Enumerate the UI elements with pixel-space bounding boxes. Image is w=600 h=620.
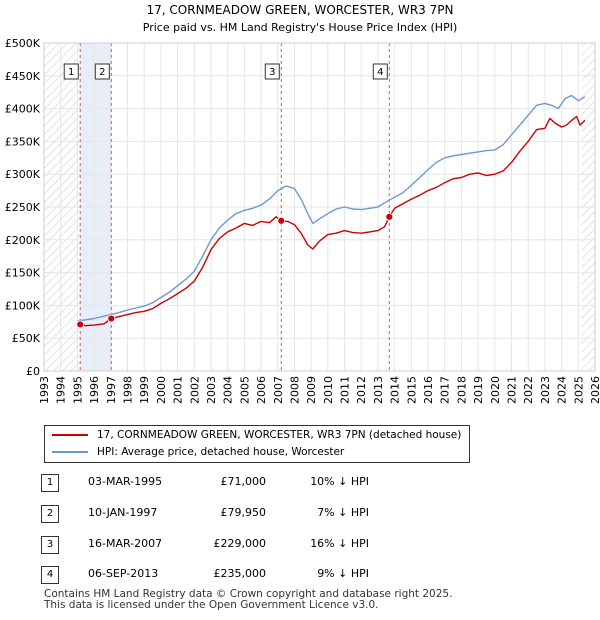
hpi-series-line [77, 94, 586, 322]
x-tick-label: 1999 [138, 376, 151, 404]
property-series-line [80, 115, 586, 327]
y-tick-label: £350K [5, 135, 41, 148]
x-tick-label: 2024 [556, 376, 569, 404]
x-tick-label: 2018 [455, 376, 468, 404]
x-tick-label: 2004 [222, 376, 235, 404]
sale-price: £79,950 [220, 506, 267, 519]
legend-swatch-property [52, 434, 88, 436]
legend-label-property: 17, CORNMEADOW GREEN, WORCESTER, WR3 7PN… [97, 429, 462, 441]
sale-point [107, 314, 116, 323]
y-tick-label: £300K [5, 168, 41, 181]
x-tick-label: 2009 [305, 376, 318, 404]
chart-title: 17, CORNMEADOW GREEN, WORCESTER, WR3 7PN [147, 3, 454, 17]
footer-copyright: Contains HM Land Registry data © Crown c… [44, 588, 453, 600]
x-tick-label: 1996 [88, 376, 101, 404]
sale-date: 10-JAN-1997 [88, 506, 158, 519]
sale-number-badge: 1 [41, 474, 59, 492]
y-tick-label: £200K [5, 234, 41, 247]
y-tick-label: £100K [5, 299, 41, 312]
x-tick-label: 1997 [105, 376, 118, 404]
x-tick-label: 2015 [405, 376, 418, 404]
x-tick-label: 1995 [71, 376, 84, 404]
x-tick-label: 2001 [172, 376, 185, 404]
sale-point [385, 212, 394, 221]
sale-price: £71,000 [220, 475, 267, 488]
x-tick-label: 2020 [489, 376, 502, 404]
sale-label-box [264, 63, 280, 80]
plot-frame [43, 42, 596, 372]
x-tick-label: 2025 [572, 376, 585, 404]
x-tick-label: 1998 [121, 376, 134, 404]
x-tick-label: 2011 [339, 376, 352, 404]
x-tick-label: 2000 [155, 376, 168, 404]
y-tick-label: £50K [12, 332, 41, 345]
sale-row: 4 06-SEP-2013 £235,000 9% ↓ HPI [38, 566, 398, 586]
x-tick-label: 1994 [55, 376, 68, 404]
y-tick-label: £250K [5, 201, 41, 214]
sale-date: 16-MAR-2007 [88, 537, 163, 550]
y-tick-label: £500K [5, 37, 41, 50]
sale-hpi-diff: 16% ↓ HPI [310, 537, 369, 550]
sale-label-number: 1 [68, 67, 74, 78]
sale-price: £229,000 [213, 537, 267, 550]
x-tick-label: 2008 [288, 376, 301, 404]
sale-hpi-diff: 9% ↓ HPI [317, 567, 369, 580]
x-tick-label: 2005 [238, 376, 251, 404]
x-tick-label: 2026 [589, 376, 600, 404]
sale-date: 03-MAR-1995 [88, 475, 163, 488]
y-tick-label: £0 [26, 365, 40, 378]
sale-hpi-diff: 7% ↓ HPI [317, 506, 369, 519]
x-tick-label: 2003 [205, 376, 218, 404]
sale-date: 06-SEP-2013 [88, 567, 159, 580]
sale-point [277, 216, 286, 225]
x-tick-label: 2010 [322, 376, 335, 404]
x-tick-label: 2023 [539, 376, 552, 404]
sale-number-badge: 2 [41, 505, 59, 523]
y-tick-label: £450K [5, 70, 41, 83]
x-tick-label: 2007 [272, 376, 285, 404]
legend-swatch-hpi [52, 451, 88, 453]
sale-row: 2 10-JAN-1997 £79,950 7% ↓ HPI [38, 505, 398, 525]
y-tick-label: £150K [5, 267, 41, 280]
sale-number-badge: 3 [41, 536, 59, 554]
x-tick-label: 2012 [355, 376, 368, 404]
sale-label-number: 4 [377, 67, 383, 78]
sale-label-number: 2 [99, 67, 105, 78]
x-tick-label: 2021 [506, 376, 519, 404]
sale-number-badge: 4 [41, 566, 59, 584]
chart-subtitle: Price paid vs. HM Land Registry's House … [143, 21, 458, 34]
x-tick-label: 2019 [472, 376, 485, 404]
sale-row: 1 03-MAR-1995 £71,000 10% ↓ HPI [38, 474, 398, 494]
y-tick-label: £400K [5, 103, 41, 116]
footer: Contains HM Land Registry data © Crown c… [44, 589, 452, 611]
legend: 17, CORNMEADOW GREEN, WORCESTER, WR3 7PN… [44, 425, 470, 463]
sale-point [76, 320, 85, 329]
x-tick-label: 2016 [422, 376, 435, 404]
sale-price: £235,000 [213, 567, 267, 580]
footer-licence: This data is licensed under the Open Gov… [44, 599, 379, 611]
sale-label-box [94, 63, 110, 80]
price-chart: 17, CORNMEADOW GREEN, WORCESTER, WR3 7PN… [5, 3, 600, 404]
sale-label-box [372, 63, 388, 80]
x-tick-label: 2002 [188, 376, 201, 404]
x-tick-label: 1993 [38, 376, 51, 404]
x-tick-label: 2006 [255, 376, 268, 404]
sale-row: 3 16-MAR-2007 £229,000 16% ↓ HPI [38, 536, 398, 556]
x-tick-label: 2017 [439, 376, 452, 404]
x-tick-label: 2013 [372, 376, 385, 404]
x-tick-label: 2014 [389, 376, 402, 404]
x-tick-label: 2022 [522, 376, 535, 404]
sale-label-box [63, 63, 79, 80]
sale-hpi-diff: 10% ↓ HPI [310, 475, 369, 488]
sale-label-number: 3 [269, 67, 275, 78]
legend-label-hpi: HPI: Average price, detached house, Worc… [97, 446, 345, 458]
